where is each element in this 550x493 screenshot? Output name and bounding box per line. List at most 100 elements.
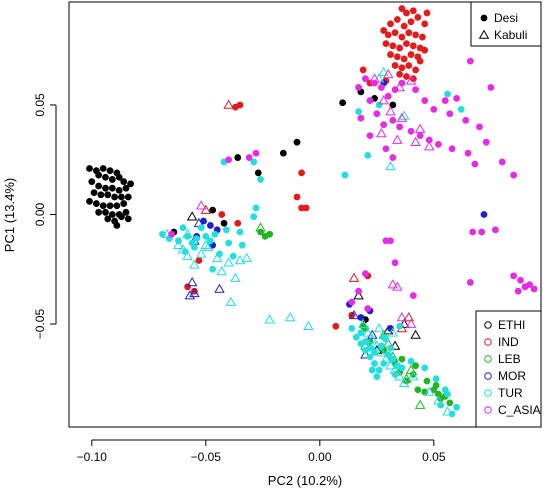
point-ethi [122,208,130,216]
point-ind [184,283,191,291]
y-tick-label: 0.05 [33,93,47,117]
point-c-asia [412,86,419,94]
point-tur [387,327,399,337]
point-ind [218,211,226,218]
point-ind [298,169,305,177]
point-tur [182,228,193,239]
point-ethi [99,202,107,210]
point-tur [453,403,461,411]
point-c-asia [441,97,449,104]
legend-mor-label: MOR [498,369,526,383]
point-tur [197,224,205,232]
point-leb [266,230,274,238]
point-ethi [111,193,119,201]
point-mor [214,283,225,293]
point-tur [357,329,365,337]
point-tur [264,314,275,324]
point-tur [303,320,314,331]
point-ind [391,62,399,69]
point-c-asia [410,136,421,147]
legend-tur-label: TUR [498,386,523,400]
point-c-asia [487,84,495,91]
point-ind [407,18,415,26]
point-tur [193,235,201,242]
point-tur [223,257,234,267]
point-tur [371,349,378,356]
point-ind [387,51,394,58]
point-tur [367,333,378,344]
legend-desi-marker [480,14,488,22]
point-c-asia [245,154,253,161]
x-axis-label: PC2 (10.2%) [268,473,342,488]
point-tur [364,340,376,350]
point-c-asia [357,114,365,122]
point-c-asia [366,132,374,140]
point-ethi [113,222,121,229]
point-tur [385,360,396,370]
point-mor [206,222,214,229]
point-ind [400,22,408,30]
point-tur [421,364,429,372]
point-tur [200,239,212,249]
point-ind [421,20,429,28]
point-ethi [118,193,125,201]
point-c-asia [392,281,403,291]
point-ethi [102,173,109,181]
point-tur [209,265,217,273]
point-ind [403,9,410,17]
point-ethi [95,182,103,190]
point-ind [389,42,397,50]
point-ethi [108,211,116,218]
point-leb [446,399,454,407]
point-tur [362,327,373,337]
point-c-asia [252,149,260,157]
point-tur [371,340,383,350]
point-ethi [279,149,287,157]
point-c-asia [466,279,474,286]
point-tur [211,252,223,263]
point-c-asia [396,112,408,122]
point-leb [414,399,426,409]
point-tur [357,318,369,328]
point-ethi [293,138,301,146]
point-tur [352,333,360,341]
point-ethi [353,290,364,300]
point-c-asia [510,171,518,179]
point-tur [225,239,233,247]
point-ethi [124,193,132,201]
point-c-asia [405,75,417,85]
point-c-asia [391,259,399,267]
point-c-asia [414,123,426,133]
legend-ind-label: IND [498,335,519,349]
y-axis-label: PC1 (13.4%) [2,178,17,252]
point-ind [398,33,406,41]
point-ind [384,31,392,39]
point-c-asia [389,154,397,161]
point-ethi [113,202,121,210]
point-ethi [104,215,112,223]
point-c-asia [517,276,524,284]
point-ethi [234,154,242,161]
point-ethi [95,171,103,179]
point-c-asia [385,106,396,116]
point-ethi [339,99,347,107]
point-c-asia [396,123,404,131]
point-c-asia [453,94,461,102]
point-c-asia [373,110,381,118]
point-c-asia [434,140,442,148]
point-tur [398,377,410,387]
point-c-asia [530,285,538,293]
point-c-asia [407,127,415,135]
legend-desi-label: Desi [494,11,518,25]
point-c-asia [387,279,399,289]
point-tur [407,357,415,365]
point-tur [366,353,374,361]
point-c-asia [448,145,456,153]
y-axis: −0.05 0.00 0.05 [33,93,57,339]
point-c-asia [362,75,369,83]
point-tur [394,371,405,381]
point-c-asia [394,82,405,92]
point-c-asia [430,105,438,113]
point-tur [177,244,189,254]
point-tur [189,259,200,269]
